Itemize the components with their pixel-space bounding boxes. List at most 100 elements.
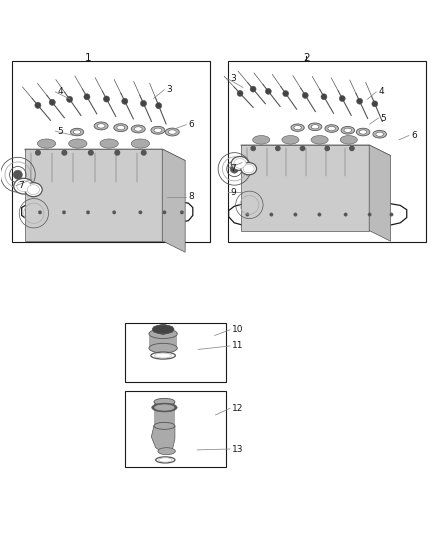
- Ellipse shape: [282, 135, 299, 144]
- Text: 9: 9: [230, 188, 236, 197]
- Bar: [149, 334, 177, 348]
- Ellipse shape: [151, 352, 175, 359]
- Circle shape: [13, 170, 22, 179]
- Ellipse shape: [165, 128, 179, 136]
- Text: 10: 10: [232, 325, 244, 334]
- Polygon shape: [154, 324, 173, 335]
- Ellipse shape: [234, 159, 246, 168]
- Ellipse shape: [25, 183, 42, 197]
- Ellipse shape: [117, 125, 125, 130]
- Text: 7: 7: [230, 164, 236, 173]
- Ellipse shape: [69, 139, 87, 148]
- Circle shape: [270, 213, 273, 216]
- Circle shape: [357, 98, 363, 104]
- Text: 6: 6: [188, 120, 194, 129]
- Circle shape: [86, 211, 90, 214]
- Text: 3: 3: [230, 74, 236, 83]
- Circle shape: [62, 150, 67, 155]
- Bar: [125, 391, 226, 467]
- Circle shape: [350, 146, 354, 150]
- Ellipse shape: [131, 125, 145, 133]
- Bar: [154, 402, 175, 426]
- Text: 13: 13: [232, 445, 244, 454]
- Ellipse shape: [373, 131, 386, 138]
- Circle shape: [38, 211, 42, 214]
- Circle shape: [103, 96, 110, 102]
- Ellipse shape: [134, 127, 142, 131]
- Circle shape: [155, 103, 162, 109]
- Circle shape: [339, 95, 345, 101]
- Ellipse shape: [74, 130, 81, 134]
- Bar: [125, 323, 226, 382]
- Circle shape: [67, 96, 73, 102]
- Circle shape: [390, 213, 393, 216]
- Circle shape: [265, 88, 271, 94]
- Ellipse shape: [152, 403, 177, 412]
- Circle shape: [35, 102, 41, 108]
- Circle shape: [283, 91, 289, 96]
- Ellipse shape: [159, 458, 172, 462]
- Circle shape: [293, 213, 297, 216]
- Ellipse shape: [291, 124, 304, 132]
- Text: 3: 3: [166, 85, 173, 94]
- Text: 7: 7: [18, 181, 24, 190]
- Circle shape: [372, 101, 378, 107]
- Polygon shape: [25, 149, 185, 197]
- Text: 8: 8: [188, 192, 194, 201]
- Ellipse shape: [168, 130, 176, 134]
- Ellipse shape: [311, 135, 328, 144]
- Text: 5: 5: [57, 127, 63, 136]
- Circle shape: [180, 211, 184, 214]
- Ellipse shape: [231, 157, 249, 171]
- Circle shape: [302, 92, 308, 99]
- Bar: [12, 61, 210, 243]
- Ellipse shape: [154, 404, 175, 411]
- Circle shape: [141, 100, 147, 107]
- Polygon shape: [25, 149, 162, 241]
- Ellipse shape: [149, 329, 177, 338]
- Circle shape: [35, 150, 40, 155]
- Ellipse shape: [294, 126, 301, 130]
- Ellipse shape: [376, 132, 384, 136]
- Ellipse shape: [243, 164, 254, 173]
- Ellipse shape: [155, 457, 175, 463]
- Ellipse shape: [154, 398, 175, 405]
- Circle shape: [49, 99, 55, 106]
- Circle shape: [300, 146, 305, 150]
- Circle shape: [62, 211, 66, 214]
- Bar: [228, 61, 426, 243]
- Circle shape: [230, 165, 239, 173]
- Ellipse shape: [149, 343, 177, 353]
- Circle shape: [139, 211, 142, 214]
- Ellipse shape: [14, 179, 34, 194]
- Text: 5: 5: [381, 114, 386, 123]
- Ellipse shape: [131, 139, 149, 148]
- Circle shape: [250, 86, 256, 92]
- Ellipse shape: [241, 163, 257, 175]
- Ellipse shape: [253, 135, 270, 144]
- Polygon shape: [151, 426, 175, 452]
- Circle shape: [113, 211, 116, 214]
- Text: 2: 2: [303, 53, 310, 62]
- Text: 12: 12: [232, 404, 244, 413]
- Circle shape: [344, 213, 347, 216]
- Circle shape: [237, 91, 243, 96]
- Ellipse shape: [154, 128, 162, 133]
- Polygon shape: [241, 145, 369, 231]
- Circle shape: [368, 213, 371, 216]
- Ellipse shape: [344, 128, 352, 132]
- Ellipse shape: [71, 128, 84, 136]
- Polygon shape: [162, 149, 185, 252]
- Ellipse shape: [325, 125, 339, 132]
- Ellipse shape: [340, 135, 357, 144]
- Text: 4: 4: [57, 87, 63, 96]
- Ellipse shape: [311, 125, 319, 129]
- Circle shape: [318, 213, 321, 216]
- Text: 4: 4: [378, 87, 384, 96]
- Circle shape: [276, 146, 280, 150]
- Circle shape: [88, 150, 93, 155]
- Ellipse shape: [155, 353, 172, 358]
- Ellipse shape: [97, 124, 105, 128]
- Ellipse shape: [154, 422, 175, 430]
- Ellipse shape: [94, 122, 108, 130]
